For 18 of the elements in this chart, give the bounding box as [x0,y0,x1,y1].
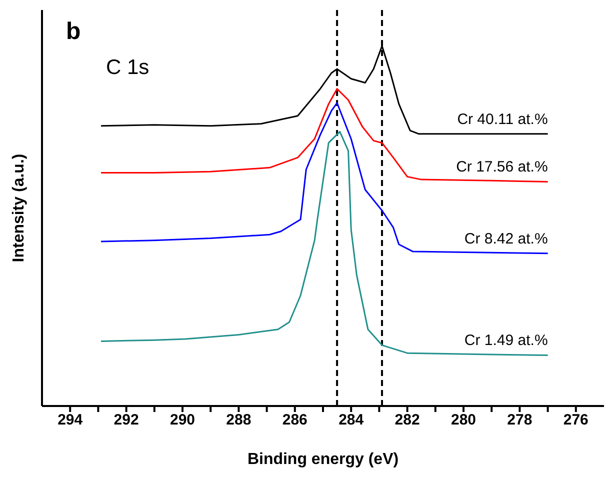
series-label: Cr 8.42 at.% [464,230,548,248]
x-tick-label: 294 [58,412,84,429]
x-tick-label: 284 [338,412,364,429]
y-axis-title: Intensity (a.u.) [10,154,28,262]
series-label: Cr 1.49 at.% [464,332,548,350]
x-tick-label: 280 [450,412,476,429]
x-tick-label: 290 [170,412,196,429]
x-tick-label: 286 [282,412,308,429]
x-tick-label: 282 [394,412,420,429]
x-tick-label: 278 [507,412,532,429]
x-tick-label: 276 [563,412,588,429]
x-tick-label: 288 [226,412,252,429]
text: b [66,18,81,46]
x-tick-label: 292 [114,412,139,429]
series-label: Cr 17.56 at.% [456,158,548,176]
series-label: Cr 40.11 at.% [457,110,548,128]
x-axis-title: Binding energy (eV) [247,451,399,468]
annotation: C 1s [106,56,150,80]
